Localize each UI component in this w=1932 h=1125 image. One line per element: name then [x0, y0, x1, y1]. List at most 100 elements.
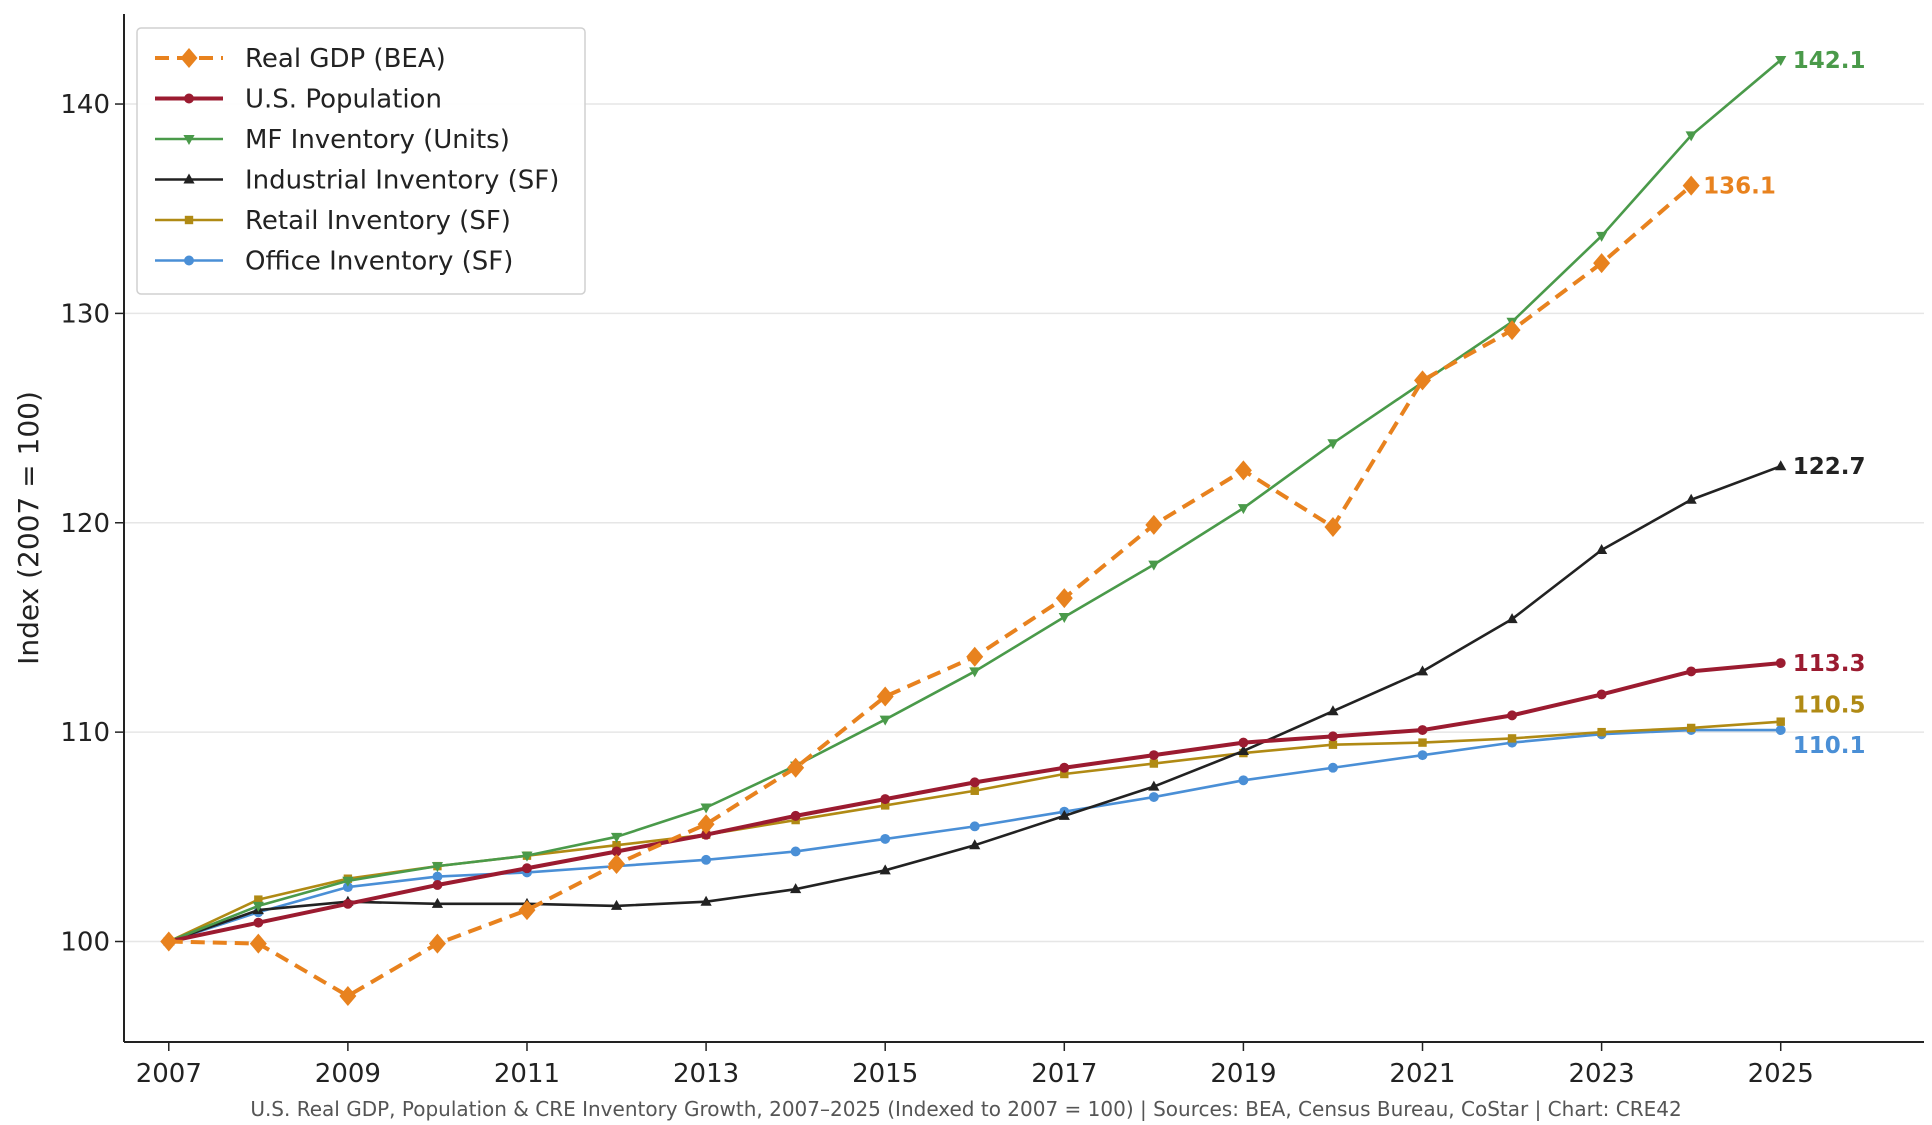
data-point: [1148, 560, 1160, 571]
end-value-label: 113.3: [1793, 651, 1866, 677]
data-point: [431, 897, 444, 908]
legend-label: Industrial Inventory (SF): [245, 166, 559, 196]
data-point: [1145, 514, 1163, 535]
data-point: [1058, 809, 1070, 820]
legend-entry: Real GDP (BEA): [155, 44, 446, 74]
data-point: [1593, 253, 1611, 274]
data-point: [342, 876, 354, 887]
data-point: [1418, 738, 1427, 747]
data-point: [612, 840, 621, 850]
data-point: [700, 803, 712, 814]
data-point: [521, 851, 533, 862]
data-point: [249, 933, 267, 954]
data-point: [160, 931, 178, 952]
data-point: [1060, 769, 1069, 779]
data-point: [790, 810, 801, 821]
x-tick-label: 2021: [1389, 1059, 1455, 1089]
series-line: [168, 720, 1781, 943]
data-point: [1417, 750, 1428, 761]
legend-marker: [184, 215, 194, 225]
data-point: [1417, 725, 1428, 736]
data-point: [1058, 612, 1070, 623]
data-point: [969, 821, 980, 832]
data-point: [697, 814, 715, 835]
data-point: [970, 786, 979, 795]
data-point: [1059, 762, 1070, 773]
legend-entry: U.S. Population: [155, 85, 442, 115]
data-point: [790, 846, 801, 857]
legend-label: Real GDP (BEA): [245, 44, 446, 74]
series-retail-inventory-sf: [164, 717, 1785, 946]
data-point: [339, 985, 357, 1006]
data-point: [880, 794, 891, 805]
data-point: [253, 917, 264, 928]
data-point: [1055, 588, 1073, 609]
data-point: [787, 757, 805, 778]
x-tick-label: 2011: [494, 1059, 560, 1089]
x-tick-label: 2019: [1210, 1059, 1276, 1089]
data-point: [1686, 723, 1696, 733]
end-value-label: 142.1: [1793, 48, 1866, 74]
data-point: [1148, 792, 1159, 802]
series-office-inventory-sf: [163, 725, 1786, 947]
data-point: [1234, 460, 1252, 481]
data-point: [610, 899, 623, 910]
data-point: [252, 901, 264, 912]
legend-label: Retail Inventory (SF): [245, 206, 511, 236]
x-tick-label: 2023: [1569, 1059, 1635, 1089]
data-point: [1775, 56, 1787, 67]
legend-entry: Office Inventory (SF): [155, 247, 513, 277]
legend-entry: MF Inventory (Units): [155, 125, 510, 155]
data-point: [1238, 737, 1249, 748]
data-point: [1416, 665, 1429, 676]
data-point: [1776, 717, 1785, 726]
x-tick-label: 2007: [136, 1059, 202, 1089]
data-point: [1238, 775, 1249, 786]
legend-entry: Industrial Inventory (SF): [155, 166, 559, 196]
x-tick-label: 2025: [1748, 1059, 1814, 1089]
data-point: [701, 854, 712, 865]
data-point: [1327, 731, 1338, 742]
data-point: [1685, 131, 1697, 142]
data-point: [700, 895, 712, 906]
data-point: [1685, 493, 1697, 504]
data-point: [880, 801, 890, 810]
legend-entry: Retail Inventory (SF): [155, 206, 511, 236]
data-point: [1237, 744, 1250, 755]
end-value-label: 122.7: [1793, 454, 1866, 480]
x-tick-label: 2013: [673, 1059, 739, 1089]
data-point: [1149, 759, 1159, 768]
legend: Real GDP (BEA) U.S. Population MF Inventor…: [136, 27, 586, 295]
data-point: [1682, 175, 1700, 196]
legend-label: Office Inventory (SF): [245, 247, 513, 277]
data-point: [969, 839, 981, 850]
legend-marker: [184, 93, 194, 104]
series-real-gdp-bea: [160, 175, 1700, 1006]
series-industrial-inventory-sf: [163, 460, 1787, 946]
end-value-label: 136.1: [1703, 174, 1776, 200]
data-point: [1597, 727, 1606, 737]
data-point: [610, 832, 623, 843]
chart-caption: U.S. Real GDP, Population & CRE Inventor…: [250, 1097, 1681, 1121]
data-point: [432, 880, 443, 890]
data-point: [1148, 780, 1160, 791]
data-point: [1148, 750, 1159, 761]
data-point: [432, 871, 443, 882]
data-point: [969, 667, 981, 678]
series-line: [168, 661, 1781, 944]
data-point: [790, 883, 802, 894]
data-point: [879, 715, 891, 726]
y-tick-label: 120: [60, 509, 110, 539]
series-lines: [160, 56, 1787, 1006]
data-point: [1507, 710, 1518, 721]
data-point: [879, 864, 891, 875]
series-line: [168, 184, 1693, 998]
data-point: [966, 646, 984, 667]
data-point: [1775, 725, 1786, 736]
data-point: [1596, 689, 1607, 700]
data-point: [1596, 543, 1608, 554]
data-point: [608, 854, 626, 875]
data-point: [1327, 762, 1338, 773]
data-point: [1775, 460, 1787, 471]
